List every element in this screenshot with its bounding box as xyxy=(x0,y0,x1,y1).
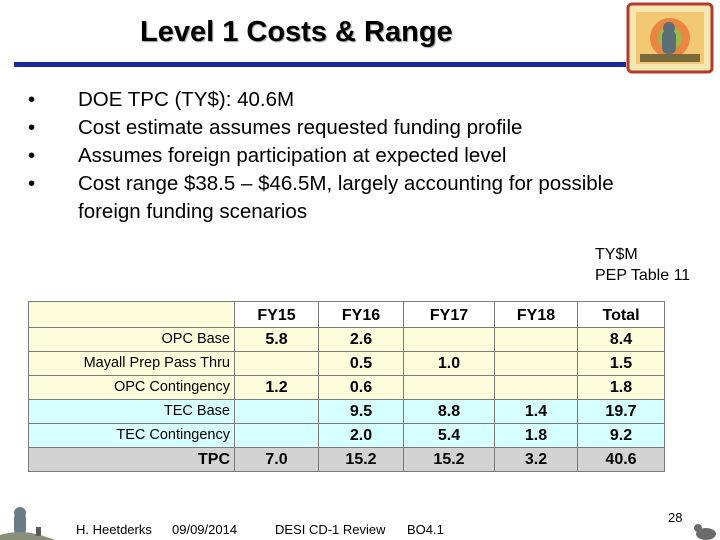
row-label: OPC Contingency xyxy=(28,375,235,400)
table-row: TEC Contingency 2.0 5.4 1.8 9.2 xyxy=(28,423,665,448)
telescope-figure-icon xyxy=(0,507,56,540)
slide-title: Level 1 Costs & Range xyxy=(140,16,453,48)
table-cell: 8.4 xyxy=(577,327,665,352)
bullet-text: Cost range $38.5 – $46.5M, largely accou… xyxy=(78,172,614,223)
cost-table: FY15 FY16 FY17 FY18 Total OPC Base 5.8 2… xyxy=(28,301,665,472)
table-header-row: FY15 FY16 FY17 FY18 Total xyxy=(28,301,665,328)
header-blank-cell xyxy=(28,301,235,328)
table-cell: 19.7 xyxy=(577,399,665,424)
column-header: FY18 xyxy=(494,301,578,328)
table-cell: 40.6 xyxy=(577,447,665,472)
column-header: FY15 xyxy=(234,301,319,328)
table-cell xyxy=(494,375,578,400)
footer-author: H. Heetderks xyxy=(76,522,152,537)
table-cell: 7.0 xyxy=(234,447,319,472)
column-header: FY17 xyxy=(403,301,495,328)
column-header: FY16 xyxy=(318,301,404,328)
bullet-marker: • xyxy=(28,88,36,111)
bullet-item: • Assumes foreign participation at expect… xyxy=(28,142,668,170)
table-cell: 15.2 xyxy=(318,447,404,472)
bullet-marker: • xyxy=(28,144,36,167)
table-cell: 1.5 xyxy=(577,351,665,376)
table-cell xyxy=(234,351,319,376)
units-note: TY$M PEP Table 11 xyxy=(595,244,690,286)
creature-figure-icon xyxy=(694,524,716,540)
row-label: Mayall Prep Pass Thru xyxy=(28,351,235,376)
table-cell: 1.8 xyxy=(494,423,578,448)
bullet-item: • Cost range $38.5 – $46.5M, largely acco… xyxy=(28,170,668,226)
table-cell: 5.4 xyxy=(403,423,495,448)
table-cell: 9.2 xyxy=(577,423,665,448)
bullet-item: • Cost estimate assumes requested funding… xyxy=(28,114,668,142)
table-cell: 0.6 xyxy=(318,375,404,400)
row-label: TPC xyxy=(28,447,235,472)
table-cell xyxy=(403,375,495,400)
table-cell: 15.2 xyxy=(403,447,495,472)
footer-session: BO4.1 xyxy=(407,522,444,537)
table-cell: 2.6 xyxy=(318,327,404,352)
table-cell xyxy=(234,423,319,448)
bullet-list: • DOE TPC (TY$): 40.6M • Cost estimate ass… xyxy=(28,86,668,226)
table-total-row: TPC 7.0 15.2 15.2 3.2 40.6 xyxy=(28,447,665,472)
table-row: OPC Contingency 1.2 0.6 1.8 xyxy=(28,375,665,400)
table-cell xyxy=(494,351,578,376)
footer-date: 09/09/2014 xyxy=(172,522,238,537)
table-row: Mayall Prep Pass Thru 0.5 1.0 1.5 xyxy=(28,351,665,376)
table-cell: 5.8 xyxy=(234,327,319,352)
footer-meeting: DESI CD-1 Review xyxy=(275,522,386,537)
bullet-text: Assumes foreign participation at expecte… xyxy=(78,144,507,167)
table-cell: 1.2 xyxy=(234,375,319,400)
table-cell: 1.8 xyxy=(577,375,665,400)
row-label: TEC Contingency xyxy=(28,423,235,448)
table-cell xyxy=(494,327,578,352)
table-cell: 8.8 xyxy=(403,399,495,424)
table-cell: 9.5 xyxy=(318,399,404,424)
source-label: PEP Table 11 xyxy=(595,267,691,284)
column-header: Total xyxy=(577,301,665,328)
title-rule xyxy=(14,62,626,67)
bullet-text: DOE TPC (TY$): 40.6M xyxy=(78,88,295,111)
energy-logo-icon xyxy=(626,2,714,74)
table-row: OPC Base 5.8 2.6 8.4 xyxy=(28,327,665,352)
row-label: OPC Base xyxy=(28,327,235,352)
table-cell: 1.4 xyxy=(494,399,578,424)
bullet-text: Cost estimate assumes requested funding … xyxy=(78,116,523,139)
bullet-marker: • xyxy=(28,172,36,195)
table-cell xyxy=(234,399,319,424)
table-cell: 3.2 xyxy=(494,447,578,472)
units-label: TY$M xyxy=(595,246,638,263)
table-cell: 1.0 xyxy=(403,351,495,376)
table-cell: 0.5 xyxy=(318,351,404,376)
row-label: TEC Base xyxy=(28,399,235,424)
table-row: TEC Base 9.5 8.8 1.4 19.7 xyxy=(28,399,665,424)
page-number: 28 xyxy=(668,510,683,525)
bullet-item: • DOE TPC (TY$): 40.6M xyxy=(28,86,668,114)
bullet-marker: • xyxy=(28,116,36,139)
table-cell xyxy=(403,327,495,352)
table-cell: 2.0 xyxy=(318,423,404,448)
